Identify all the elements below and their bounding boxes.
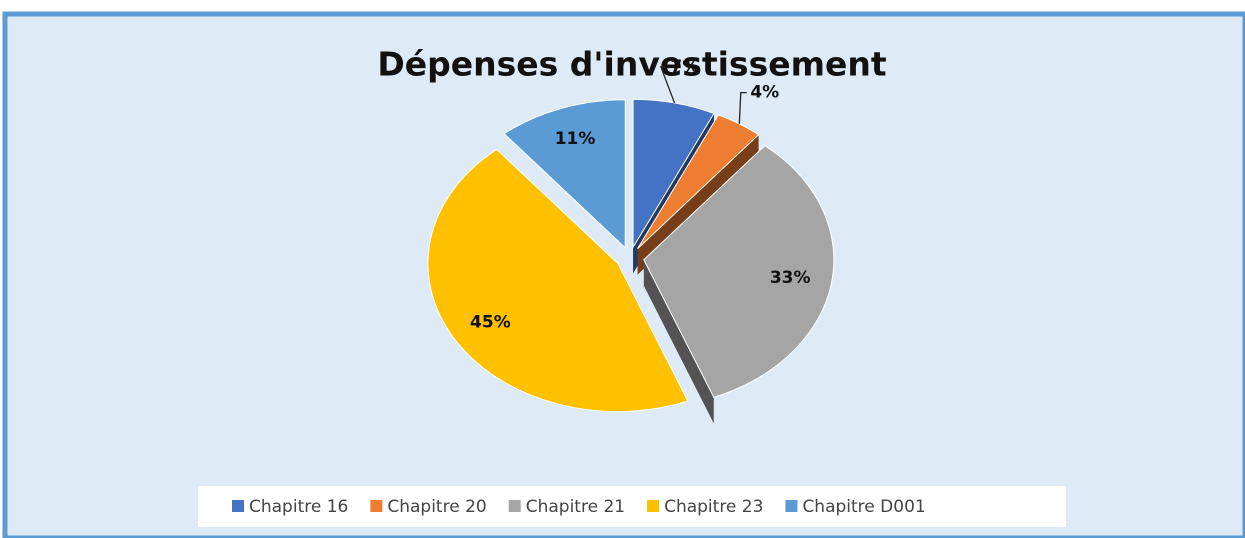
legend-swatch [647, 500, 660, 512]
slice [637, 114, 760, 250]
slice [503, 99, 626, 249]
data-label: 7% [670, 57, 699, 77]
data-label: 45% [470, 312, 511, 332]
slice [632, 98, 715, 250]
data-label: 33% [770, 268, 811, 288]
legend-label: Chapitre 16 [249, 497, 348, 517]
legend-label: Chapitre 20 [387, 497, 486, 517]
leader-line [738, 91, 747, 124]
data-label: 4% [750, 83, 779, 103]
chart-title: Dépenses d'investissement [377, 45, 887, 84]
legend-swatch [508, 500, 521, 512]
legend-label: Chapitre 23 [664, 497, 763, 517]
legend-label: Chapitre 21 [526, 497, 625, 517]
leader-line [659, 66, 676, 104]
data-label: 11% [555, 129, 596, 149]
legend-label: Chapitre D001 [802, 497, 925, 517]
legend-swatch [232, 500, 244, 512]
legend [198, 486, 1066, 527]
legend-swatch [370, 500, 383, 512]
slice [643, 145, 835, 398]
slice [427, 148, 689, 413]
legend-swatch [785, 500, 798, 512]
chart-area [2, 11, 1245, 538]
